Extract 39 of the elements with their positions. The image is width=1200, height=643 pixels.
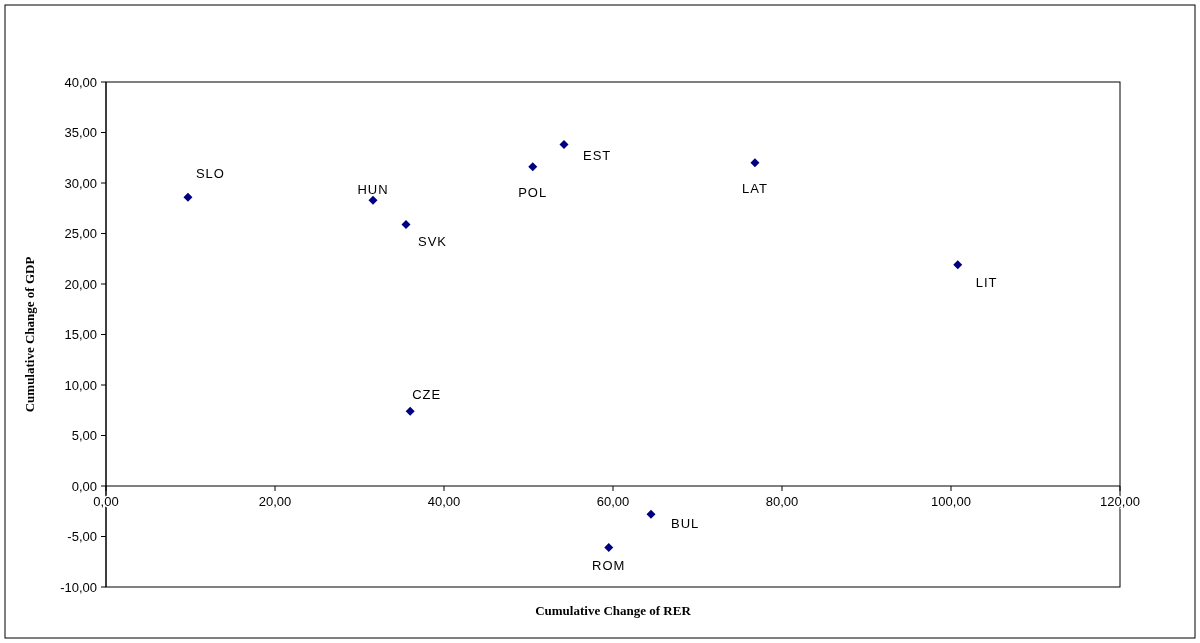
- point: [528, 162, 538, 172]
- x-axis-title: Cumulative Change of RER: [535, 603, 692, 618]
- annotation: SLO: [195, 166, 225, 182]
- x-tick-label: 40,00: [427, 494, 461, 509]
- annotation: CZE: [412, 387, 442, 403]
- annotation: LAT: [742, 180, 768, 196]
- annotation: POL: [518, 184, 548, 200]
- point: [405, 406, 415, 416]
- y-tick-label: 25,00: [64, 226, 97, 242]
- y-tick-label: 0,00: [71, 478, 97, 494]
- annotation: BUL: [671, 516, 700, 532]
- point: [401, 219, 411, 229]
- point: [368, 195, 378, 205]
- x-tick-label: 80,00: [765, 494, 799, 509]
- x-tick-label: 60,00: [596, 494, 630, 509]
- y-tick-label: 5,00: [71, 428, 97, 444]
- annotation: LIT: [975, 274, 998, 290]
- y-tick-label: 15,00: [64, 327, 97, 343]
- annotation: HUN: [357, 182, 389, 198]
- y-tick-label: 30,00: [64, 175, 97, 191]
- y-tick-label: 40,00: [64, 74, 97, 90]
- y-axis-title: Cumulative Change of GDP: [22, 256, 37, 413]
- y-tick-label: 20,00: [64, 276, 97, 292]
- x-tick-label: 20,00: [258, 494, 292, 509]
- point: [646, 509, 656, 519]
- point: [953, 260, 963, 270]
- y-tick-label: 10,00: [64, 377, 97, 393]
- point: [559, 140, 569, 150]
- x-tick-label: 100,00: [931, 494, 971, 509]
- y-tick-label: 35,00: [64, 125, 97, 141]
- point: [183, 192, 193, 202]
- point: [604, 543, 614, 553]
- annotation: SVK: [417, 234, 447, 250]
- annotation: ROM: [592, 557, 626, 573]
- x-tick-label: 120,00: [1100, 494, 1140, 509]
- y-tick-label: -5,00: [67, 529, 97, 545]
- annotation: EST: [582, 147, 612, 163]
- y-tick-label: -10,00: [60, 579, 97, 595]
- point: [750, 158, 760, 168]
